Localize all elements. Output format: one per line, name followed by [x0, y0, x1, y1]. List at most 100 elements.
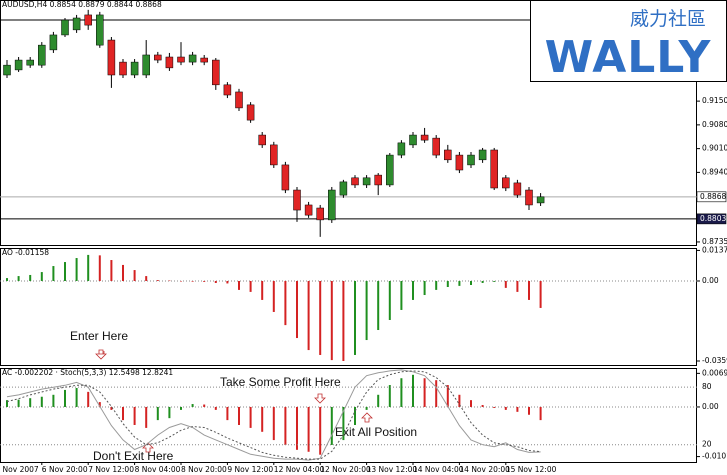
candle-body [525, 189, 533, 206]
bar [75, 258, 78, 281]
bar [110, 260, 113, 281]
bar [423, 378, 426, 407]
candle-body [119, 61, 127, 76]
bar [122, 406, 124, 421]
bar [6, 278, 8, 281]
candle-body [107, 39, 116, 76]
candle-body [3, 64, 11, 76]
candle-body [478, 149, 487, 161]
bar [493, 406, 496, 408]
price-label: 0.8803 [700, 214, 726, 223]
candle-body [235, 91, 243, 109]
bar [145, 406, 148, 428]
candle-body [212, 59, 220, 86]
candle-body [536, 196, 545, 204]
bar [203, 404, 206, 407]
arrow-icon [95, 349, 107, 360]
bar [203, 280, 206, 282]
bar [504, 406, 507, 410]
annotation: Take Some Profit Here [220, 375, 341, 389]
candle-body [142, 54, 150, 76]
bar [296, 280, 298, 339]
bar [75, 387, 78, 407]
bar [87, 254, 90, 281]
bar [17, 399, 20, 407]
bar [168, 406, 171, 419]
y-tick-label: -0.01019 [702, 452, 727, 461]
bar [261, 406, 264, 432]
bar [284, 406, 287, 445]
bar [504, 280, 507, 288]
bar [40, 396, 43, 407]
stoch-line [6, 370, 541, 460]
y-tick-label: 0.8940 [702, 167, 727, 176]
bar [98, 255, 101, 281]
candle-body [96, 14, 104, 46]
bar [145, 276, 148, 281]
bar [400, 280, 403, 310]
bar [470, 400, 472, 407]
x-tick-label: 8 Nov 20:00 [181, 465, 227, 474]
arrow-icon [314, 393, 326, 404]
bar [412, 280, 414, 300]
bar [388, 385, 391, 407]
bar [133, 406, 136, 425]
candle-body [154, 54, 162, 61]
candle-body [397, 142, 406, 156]
bar [226, 280, 229, 284]
bar [156, 406, 159, 421]
y-tick-label: 0.8735 [702, 237, 727, 246]
candle-body [270, 144, 278, 166]
y2-tick-label: 20 [702, 440, 712, 449]
bar [214, 280, 217, 283]
ao-frame [0, 248, 697, 366]
bar [272, 406, 275, 441]
bar [516, 406, 519, 412]
ac-frame [0, 368, 697, 463]
bar [168, 280, 171, 282]
bar [528, 406, 530, 415]
candle-body [293, 189, 301, 211]
bar [261, 280, 264, 300]
candle-body [374, 174, 382, 186]
bar [249, 280, 252, 292]
bar [516, 280, 519, 292]
y-tick-label: 0.00 [702, 276, 719, 285]
y2-tick-label: 80 [702, 382, 712, 391]
bar [238, 406, 240, 425]
candle-body [502, 177, 510, 189]
logo-text: WALLY [545, 32, 712, 83]
candle-body [351, 177, 359, 186]
bar [446, 385, 449, 407]
x-tick-label: 7 Nov 12:00 [88, 465, 134, 474]
bar [330, 406, 333, 445]
bar [17, 276, 20, 281]
candle-body [467, 154, 475, 166]
bar [180, 406, 182, 410]
bar [470, 280, 472, 285]
candle-body [432, 137, 440, 156]
candle-body [26, 59, 34, 66]
bar [400, 378, 403, 407]
logo-box [530, 0, 727, 82]
candle-body [165, 56, 174, 69]
candle-body [281, 164, 290, 191]
bar [412, 374, 414, 407]
bar [156, 280, 159, 281]
bar [377, 394, 380, 407]
ao-title: AO -0.01158 [2, 248, 49, 257]
ac-title: AC -0.002202 · Stoch(5,3,3) 12.5498 12.8… [2, 368, 173, 377]
bar [191, 280, 194, 282]
candle-body [61, 19, 69, 36]
bar [319, 280, 322, 355]
candle-body [188, 54, 197, 63]
bar [29, 274, 32, 281]
y-tick-label: 0.9010 [702, 144, 727, 153]
candle-body [200, 57, 208, 63]
annotation: Don't Exit Here [93, 449, 174, 463]
bar [528, 280, 530, 300]
candle-body [14, 59, 23, 71]
y-tick-label: 0.9150 [702, 96, 727, 105]
candle-body [177, 56, 185, 63]
arrow-icon [142, 442, 154, 453]
